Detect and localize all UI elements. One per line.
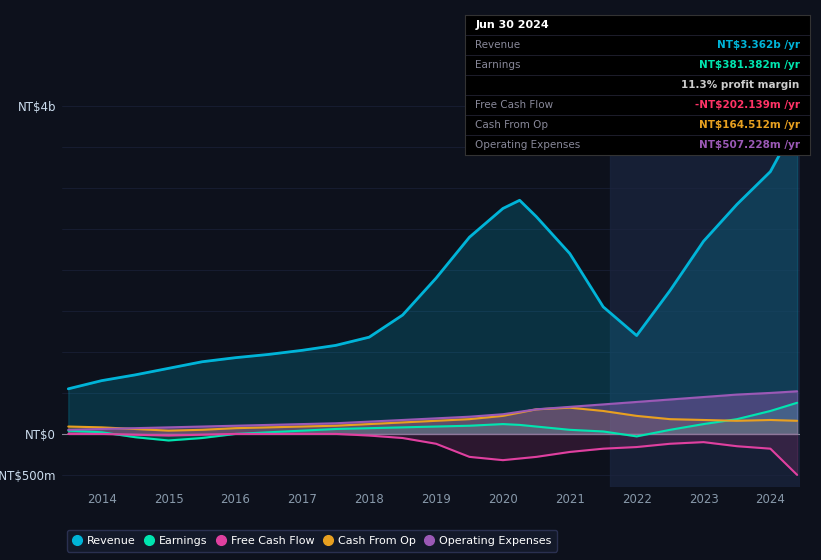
Text: Cash From Op: Cash From Op bbox=[475, 120, 548, 130]
Text: NT$164.512m /yr: NT$164.512m /yr bbox=[699, 120, 800, 130]
Text: Free Cash Flow: Free Cash Flow bbox=[475, 100, 553, 110]
Text: NT$3.362b /yr: NT$3.362b /yr bbox=[717, 40, 800, 50]
Text: 11.3% profit margin: 11.3% profit margin bbox=[681, 80, 800, 90]
Legend: Revenue, Earnings, Free Cash Flow, Cash From Op, Operating Expenses: Revenue, Earnings, Free Cash Flow, Cash … bbox=[67, 530, 557, 552]
Bar bbox=[610, 90, 800, 487]
Text: Operating Expenses: Operating Expenses bbox=[475, 140, 580, 150]
Text: Revenue: Revenue bbox=[475, 40, 521, 50]
Text: NT$507.228m /yr: NT$507.228m /yr bbox=[699, 140, 800, 150]
Text: NT$381.382m /yr: NT$381.382m /yr bbox=[699, 60, 800, 70]
Text: Jun 30 2024: Jun 30 2024 bbox=[475, 20, 549, 30]
Text: -NT$202.139m /yr: -NT$202.139m /yr bbox=[695, 100, 800, 110]
Text: Earnings: Earnings bbox=[475, 60, 521, 70]
